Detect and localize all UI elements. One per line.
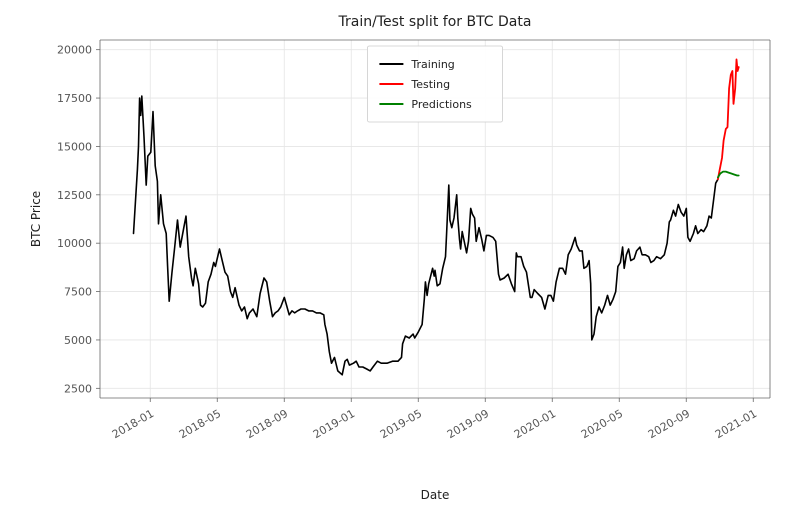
chart-title: Train/Test split for BTC Data bbox=[338, 14, 532, 30]
x-axis-label: Date bbox=[421, 488, 450, 502]
btc-train-test-chart: 2500500075001000012500150001750020000201… bbox=[0, 0, 810, 513]
y-axis-label: BTC Price bbox=[29, 191, 43, 247]
y-tick-label: 20000 bbox=[57, 44, 92, 57]
y-tick-label: 7500 bbox=[64, 286, 92, 299]
y-tick-label: 15000 bbox=[57, 140, 92, 153]
y-tick-label: 17500 bbox=[57, 92, 92, 105]
legend-label: Training bbox=[410, 58, 454, 71]
y-tick-label: 2500 bbox=[64, 382, 92, 395]
legend-label: Testing bbox=[410, 78, 450, 91]
y-tick-label: 10000 bbox=[57, 237, 92, 250]
y-tick-label: 12500 bbox=[57, 189, 92, 202]
legend-label: Predictions bbox=[411, 98, 472, 111]
chart-container: 2500500075001000012500150001750020000201… bbox=[0, 0, 810, 513]
y-tick-label: 5000 bbox=[64, 334, 92, 347]
legend: Training Testing Predictions bbox=[367, 46, 502, 122]
